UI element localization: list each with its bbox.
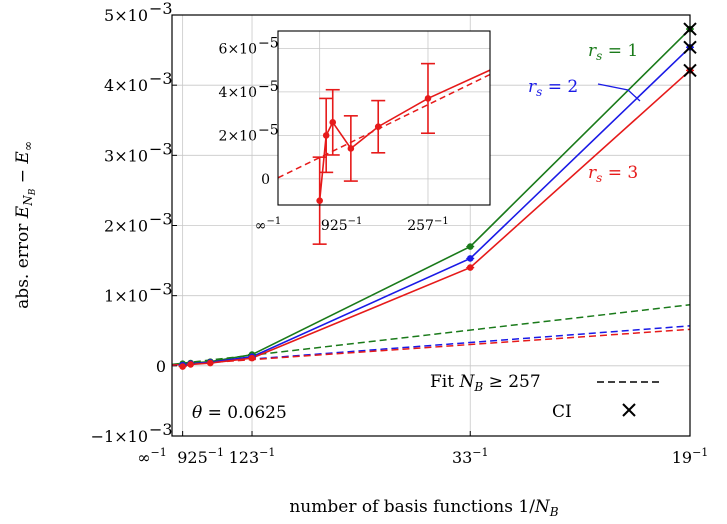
x-tick-label: 925−1 <box>177 446 224 467</box>
y-tick-exponent: −3 <box>149 69 173 88</box>
y-tick-label: 1×10 <box>104 287 148 306</box>
inset-x-tick-label: 257−1 <box>407 216 448 234</box>
inset-background <box>278 31 490 205</box>
x-tick-label: ∞−1 <box>137 446 167 467</box>
series-labels: rs = 1 rs = 2 rs = 3 <box>528 41 641 185</box>
series-label: rs = 1 <box>588 41 638 63</box>
fit-line <box>171 325 691 366</box>
inset-y-tick-exponent: −5 <box>258 79 279 95</box>
legend: Fit NB ≥ 257 CI <box>430 372 662 422</box>
y-tick-exponent: −3 <box>149 139 173 158</box>
x-tick-label: 123−1 <box>229 446 276 467</box>
y-tick-label: 2×10 <box>104 217 148 236</box>
series-label: rs = 3 <box>588 163 638 185</box>
inset-y-tick-label: 2×10 <box>219 128 257 144</box>
inset-point <box>371 99 386 154</box>
theta-annotation: θ = 0.0625 <box>192 403 287 423</box>
y-tick-label: 4×10 <box>104 76 148 95</box>
inset-point <box>343 115 358 182</box>
x-axis-title: number of basis functions 1/NB <box>289 497 558 519</box>
inset-point <box>325 88 340 156</box>
inset-frame <box>277 30 491 206</box>
y-tick-exponent: −3 <box>149 420 173 439</box>
y-tick-label: 5×10 <box>104 6 148 25</box>
y-tick-exponent: −3 <box>149 0 173 18</box>
axis-tick-labels: ∞−1 925−1 123−1 33−1 19−1−1×10 −301×10 −32×10−… <box>91 0 709 467</box>
y-tick-exponent: −3 <box>149 280 173 299</box>
x-tick-label: 33−1 <box>452 446 489 467</box>
legend-ci-label: CI <box>552 402 572 422</box>
fit-lines <box>171 304 691 366</box>
inset-point <box>319 97 334 174</box>
data-points <box>178 25 694 370</box>
y-tick-label: 3×10 <box>104 146 148 165</box>
plot-frame <box>171 14 691 437</box>
legend-ci-marker <box>622 403 636 417</box>
inset-point <box>420 62 435 135</box>
inset-x-tick-label: 925−1 <box>321 216 362 234</box>
x-tick-label: 19−1 <box>672 446 709 467</box>
inset-plot: ∞−1 925−1 257−102×10 −54×10 −56×10 −5 <box>219 30 491 245</box>
inset-y-tick-exponent: −5 <box>258 35 279 51</box>
fit-line <box>171 328 691 366</box>
series-label: rs = 2 <box>528 77 578 99</box>
inset-y-tick-label: 6×10 <box>219 41 257 57</box>
fit-line <box>171 304 691 366</box>
inset-x-tick-label: ∞−1 <box>255 216 281 234</box>
y-tick-label: 0 <box>156 357 166 376</box>
inset-y-tick-label: 0 <box>261 172 270 188</box>
legend-fit-label: Fit NB ≥ 257 <box>430 372 541 394</box>
inset-tick-labels: ∞−1 925−1 257−102×10 −54×10 −56×10 −5 <box>219 35 449 234</box>
y-axis-title: abs. error ENB − E∞ <box>13 141 38 309</box>
inset-y-tick-label: 4×10 <box>219 85 257 101</box>
inset-data-points <box>312 62 435 245</box>
y-tick-exponent: −3 <box>149 210 173 229</box>
y-tick-label: −1×10 <box>91 427 148 446</box>
series-label-pointer <box>597 83 641 102</box>
inset-y-tick-exponent: −5 <box>258 122 279 138</box>
